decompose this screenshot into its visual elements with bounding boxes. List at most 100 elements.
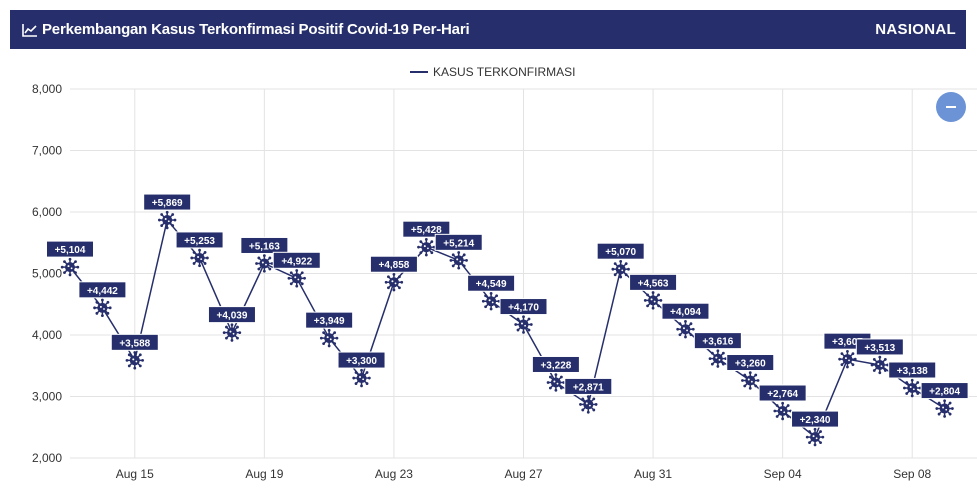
data-label-box xyxy=(272,251,321,269)
virus-icon xyxy=(676,320,695,339)
y-tick-label: 7,000 xyxy=(32,144,62,158)
data-label-box xyxy=(402,220,451,238)
data-label: +5,428 xyxy=(411,225,442,236)
data-label-box xyxy=(143,193,192,211)
confirmed-cases-chart: 2,000 3,000 4,000 5,000 6,000 7,000 8,000 Aug 1… xyxy=(32,65,977,481)
virus-icon xyxy=(481,292,501,311)
data-label: +3,607 xyxy=(832,337,863,348)
data-label: +3,513 xyxy=(864,343,895,354)
y-tick-label: 3,000 xyxy=(32,390,62,404)
collapse-button[interactable] xyxy=(936,92,966,122)
virus-icon xyxy=(870,355,890,375)
minus-icon xyxy=(946,106,956,108)
data-label: +4,549 xyxy=(476,279,507,290)
data-label: +4,442 xyxy=(87,286,118,297)
data-label: +3,228 xyxy=(540,360,571,371)
data-label-box xyxy=(564,377,613,395)
chart-header: Perkembangan Kasus Terkonfirmasi Positif… xyxy=(10,10,966,49)
data-label: +4,039 xyxy=(217,311,248,322)
data-label-box xyxy=(207,306,256,324)
y-tick-label: 6,000 xyxy=(32,205,62,219)
data-label: +5,214 xyxy=(443,238,474,249)
data-label-box xyxy=(337,351,386,369)
data-label: +3,138 xyxy=(897,366,928,377)
data-label: +3,949 xyxy=(314,316,345,327)
x-tick-label: Sep 04 xyxy=(764,467,802,481)
y-tick-label: 4,000 xyxy=(32,328,62,342)
virus-icon xyxy=(805,427,825,447)
virus-icon xyxy=(417,237,436,257)
data-label-box xyxy=(531,355,580,373)
legend-label: KASUS TERKONFIRMASI xyxy=(433,65,575,79)
data-label: +4,563 xyxy=(638,278,669,289)
virus-icon xyxy=(838,349,857,369)
virus-icon xyxy=(935,399,954,418)
data-label: +4,094 xyxy=(670,307,701,318)
x-tick-label: Aug 31 xyxy=(634,467,672,481)
virus-icon xyxy=(384,273,404,292)
data-label-box xyxy=(888,361,937,379)
virus-icon xyxy=(708,349,728,368)
data-label: +2,871 xyxy=(573,382,604,393)
data-label-box xyxy=(305,311,354,329)
data-label-box xyxy=(467,274,516,292)
line-chart-icon xyxy=(22,23,37,37)
data-label: +3,260 xyxy=(735,359,766,370)
virus-icon xyxy=(125,351,144,370)
data-label: +4,922 xyxy=(281,256,312,267)
virus-icon xyxy=(255,254,274,273)
data-label: +2,804 xyxy=(929,387,960,398)
data-label-box xyxy=(629,273,678,291)
data-label: +4,858 xyxy=(378,260,409,271)
data-label-box xyxy=(499,298,548,316)
data-label-box xyxy=(661,302,710,320)
header-title-wrap: Perkembangan Kasus Terkonfirmasi Positif… xyxy=(22,10,470,49)
virus-icon xyxy=(60,257,80,277)
data-label-box xyxy=(758,384,807,402)
data-label-box xyxy=(726,354,775,372)
virus-icon xyxy=(643,291,663,310)
data-label: +4,170 xyxy=(508,303,539,314)
y-tick-label: 2,000 xyxy=(32,451,62,465)
data-label: +3,300 xyxy=(346,356,377,367)
data-label-box xyxy=(110,333,159,351)
data-label: +5,869 xyxy=(152,198,183,209)
virus-icon xyxy=(773,401,792,421)
virus-icon xyxy=(579,395,598,414)
x-tick-label: Aug 15 xyxy=(116,467,154,481)
virus-icon xyxy=(449,251,468,270)
virus-icon xyxy=(222,323,242,342)
virus-icon xyxy=(319,328,339,348)
y-tick-label: 5,000 xyxy=(32,267,62,281)
data-label: +5,070 xyxy=(605,247,636,258)
data-label: +3,616 xyxy=(702,337,733,348)
virus-icon xyxy=(741,371,760,390)
data-label-box xyxy=(434,233,483,251)
page-title: Perkembangan Kasus Terkonfirmasi Positif… xyxy=(42,21,470,38)
data-label: +5,253 xyxy=(184,236,215,247)
data-label-box xyxy=(855,338,904,356)
data-label-box xyxy=(791,410,840,428)
data-label-box xyxy=(693,332,742,350)
data-label: +5,104 xyxy=(55,245,86,256)
data-label-box xyxy=(175,231,224,249)
data-label-box xyxy=(46,240,94,258)
x-tick-label: Aug 19 xyxy=(245,467,283,481)
series-line xyxy=(69,218,946,439)
x-tick-label: Aug 23 xyxy=(375,467,413,481)
virus-icon xyxy=(514,315,533,334)
virus-icon xyxy=(903,378,922,398)
data-label-box xyxy=(240,236,289,254)
data-label: +5,163 xyxy=(249,241,280,252)
virus-icon xyxy=(352,368,371,388)
virus-icon xyxy=(190,248,209,268)
x-tick-label: Aug 27 xyxy=(504,467,542,481)
data-label: +2,764 xyxy=(767,389,798,400)
x-tick-label: Sep 08 xyxy=(893,467,931,481)
data-label: +3,588 xyxy=(119,338,150,349)
virus-icon xyxy=(287,269,306,288)
virus-icon xyxy=(93,298,112,318)
y-tick-label: 8,000 xyxy=(32,82,62,96)
data-label-box xyxy=(596,242,645,260)
data-label-box xyxy=(78,281,127,299)
